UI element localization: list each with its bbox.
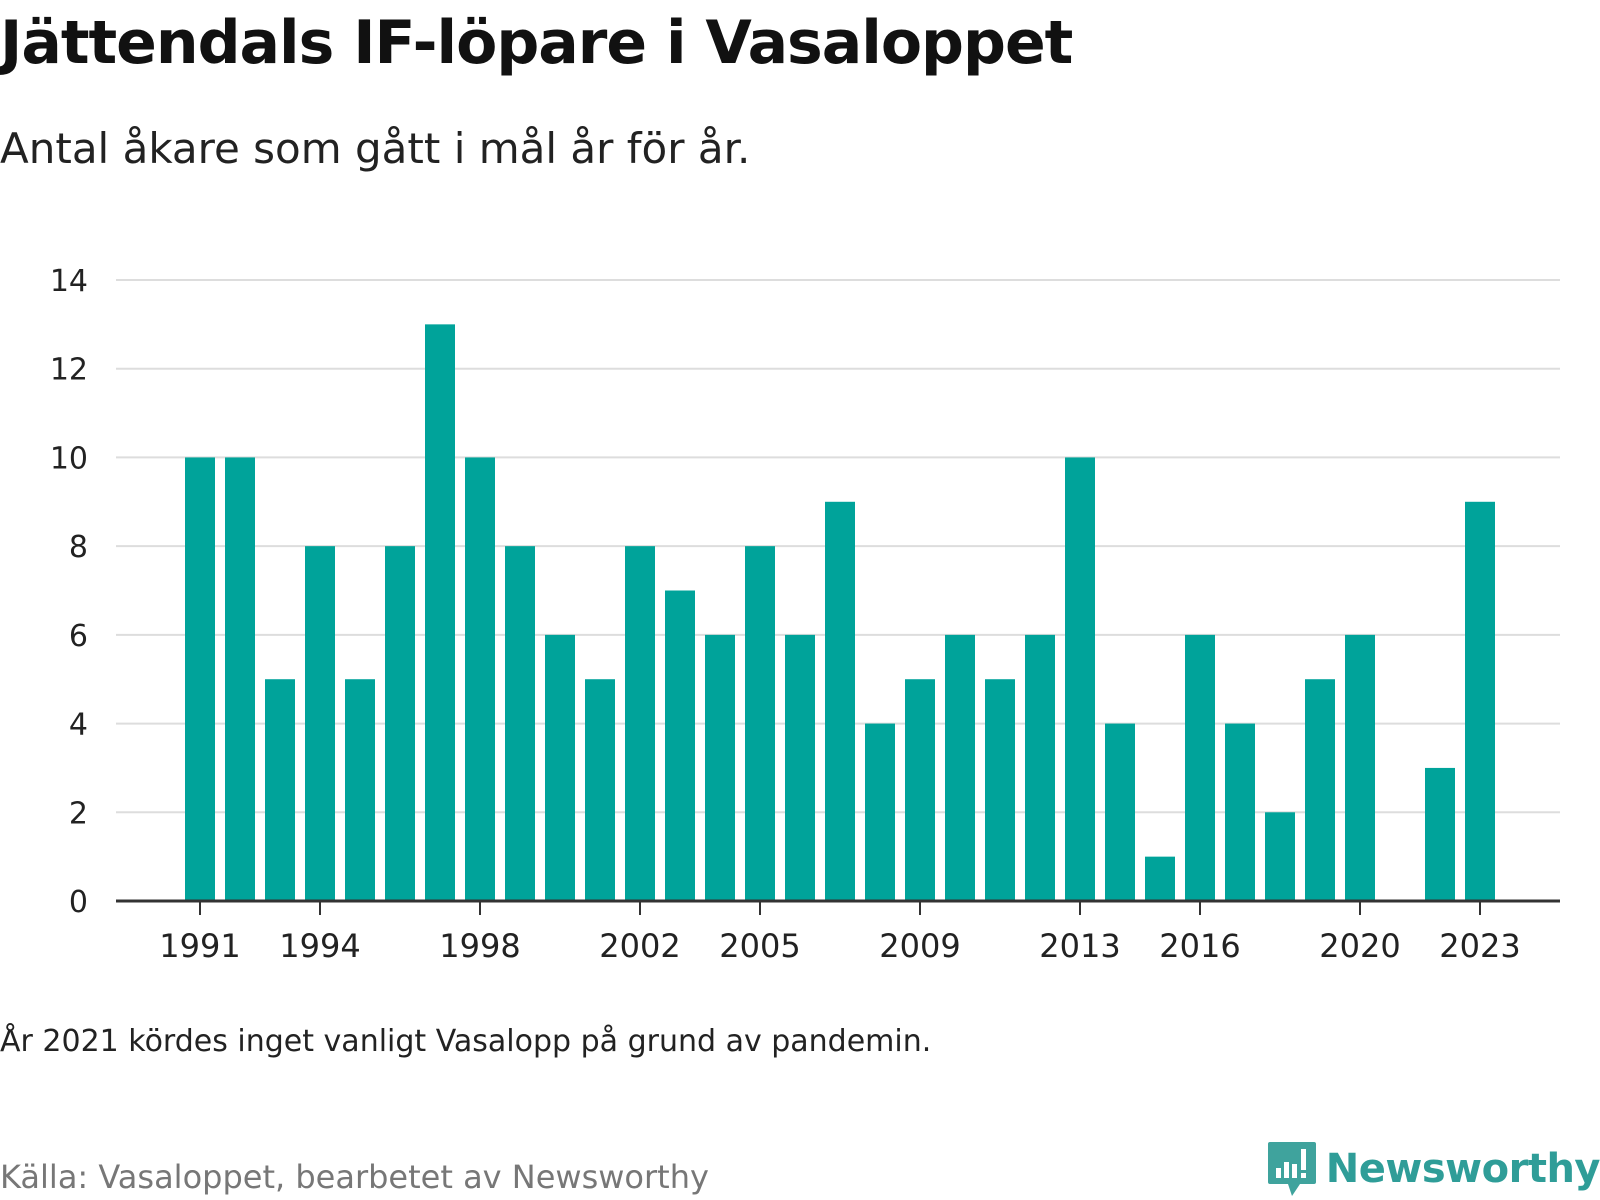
bar-2000[interactable]	[545, 634, 575, 901]
chart-subtitle: Antal åkare som gått i mål år för år.	[0, 124, 751, 173]
bar-2004[interactable]	[705, 634, 735, 901]
bar-2011[interactable]	[985, 679, 1015, 901]
x-tick-label: 2002	[599, 927, 680, 960]
bar-2006[interactable]	[785, 634, 815, 901]
y-tick-label: 4	[69, 708, 88, 743]
x-tick-label: 1998	[439, 927, 520, 960]
newsworthy-logo[interactable]: Newsworthy	[1266, 1140, 1600, 1198]
logo-text: Newsworthy	[1325, 1146, 1600, 1192]
bar-2003[interactable]	[665, 590, 695, 902]
bar-chart: 0 2 4 6 8 10 12 14 1991 1994 1998 2002 2005 2009 2013…	[50, 264, 1560, 960]
x-tick-label: 2013	[1039, 927, 1120, 960]
bar-2016[interactable]	[1185, 634, 1215, 901]
x-axis-ticks: 1991 1994 1998 2002 2005 2009 2013 2016 2020 2023	[159, 901, 1521, 960]
bar-1996[interactable]	[385, 546, 415, 901]
bar-1993[interactable]	[265, 679, 295, 901]
chart-title: Jättendals IF-löpare i Vasaloppet	[0, 8, 1073, 78]
x-tick-label: 2020	[1319, 927, 1400, 960]
y-tick-label: 14	[50, 264, 88, 299]
bar-2018[interactable]	[1265, 812, 1295, 901]
y-tick-label: 8	[69, 530, 88, 565]
bar-2007[interactable]	[825, 501, 855, 901]
bar-2023[interactable]	[1465, 501, 1495, 901]
bar-2010[interactable]	[945, 634, 975, 901]
bar-1994[interactable]	[305, 546, 335, 901]
chart-note: År 2021 kördes inget vanligt Vasalopp på…	[0, 1024, 932, 1059]
bar-1997[interactable]	[425, 324, 455, 901]
bar-2008[interactable]	[865, 723, 895, 901]
bar-1995[interactable]	[345, 679, 375, 901]
bar-1992[interactable]	[225, 457, 255, 901]
bar-2019[interactable]	[1305, 679, 1335, 901]
bar-2001[interactable]	[585, 679, 615, 901]
bar-2017[interactable]	[1225, 723, 1255, 901]
bar-2005[interactable]	[745, 546, 775, 901]
y-tick-label: 2	[69, 796, 88, 831]
bar-2002[interactable]	[625, 546, 655, 901]
bar-1998[interactable]	[465, 457, 495, 901]
bar-2013[interactable]	[1065, 457, 1095, 901]
bar-2015[interactable]	[1145, 856, 1175, 901]
y-tick-label: 6	[69, 619, 88, 654]
chart-source: Källa: Vasaloppet, bearbetet av Newswort…	[0, 1158, 709, 1196]
x-tick-label: 1994	[279, 927, 360, 960]
y-axis-ticks: 0 2 4 6 8 10 12 14	[50, 264, 88, 920]
y-tick-label: 10	[50, 441, 88, 476]
bar-2022[interactable]	[1425, 767, 1455, 901]
bar-2012[interactable]	[1025, 634, 1055, 901]
bar-1991[interactable]	[185, 457, 215, 901]
x-tick-label: 2005	[719, 927, 800, 960]
bar-2009[interactable]	[905, 679, 935, 901]
x-tick-label: 2016	[1159, 927, 1240, 960]
bars	[185, 324, 1495, 901]
x-tick-label: 2023	[1439, 927, 1520, 960]
y-tick-label: 0	[69, 885, 88, 920]
newsworthy-chart-bubble-icon	[1267, 1142, 1316, 1196]
y-tick-label: 12	[50, 353, 88, 388]
bar-2014[interactable]	[1105, 723, 1135, 901]
bar-1999[interactable]	[505, 546, 535, 901]
x-tick-label: 2009	[879, 927, 960, 960]
x-tick-label: 1991	[159, 927, 240, 960]
bar-2020[interactable]	[1345, 634, 1375, 901]
